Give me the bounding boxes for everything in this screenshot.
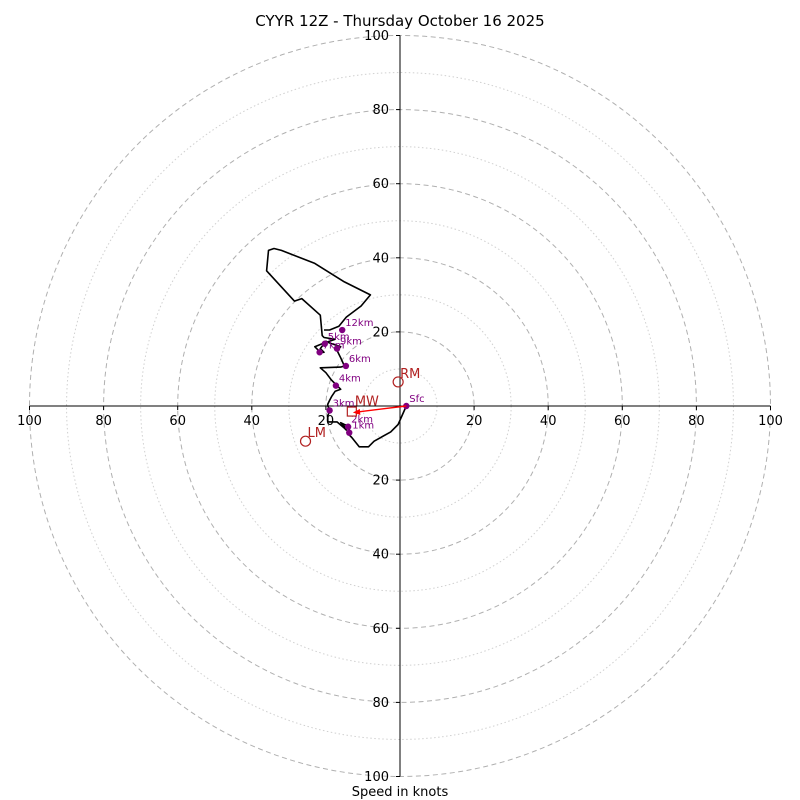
y-tick-label: 80 [372,696,389,711]
height-label-1km: 1km [352,421,374,432]
x-tick-label: 20 [466,414,483,429]
y-tick-labels: 100 80 60 40 20 20 40 60 80 100 [364,29,400,785]
mean-wind-arrow [356,405,407,413]
storm-motion-label-rm: RM [400,367,420,382]
height-marker-1km [346,429,353,436]
height-marker-12km [339,326,346,334]
storm-motion-lm [299,435,312,447]
height-label-9km: 9km [340,337,362,348]
height-label-7km: 7km [323,340,345,351]
x-axis-label: Speed in knots [352,785,449,800]
height-marker-3km [326,407,333,414]
x-tick-label: 100 [17,414,42,429]
y-tick-label: 40 [372,251,389,266]
height-label-2km: 2km [351,415,373,426]
x-tick-label: 20 [318,414,335,429]
x-tick-label: 80 [95,414,112,429]
mean-wind-label: MW [355,395,379,410]
height-marker-2km [344,423,352,430]
storm-motion-rm [392,376,404,388]
x-tick-label: 60 [169,414,186,429]
x-tick-labels: 100 80 60 40 20 20 40 60 80 100 [17,406,783,429]
y-tick-label: 20 [372,474,389,489]
mean-wind-arrowhead [352,409,361,416]
wind-profile [265,247,408,448]
height-label-sfc: Sfc [409,394,424,405]
y-tick-label: 60 [372,622,389,637]
y-tick-label: 100 [364,29,389,44]
axes [29,35,771,777]
y-tick-label: 100 [364,770,389,785]
y-tick-label: 80 [372,103,389,118]
height-marker-4km [332,382,340,389]
chart-title: CYYR 12Z - Thursday October 16 2025 [255,12,544,30]
height-label-6km: 6km [349,354,371,365]
x-tick-label: 80 [688,414,705,429]
height-label-12km: 12km [345,318,373,329]
storm-motions: RM LM MW [299,367,420,447]
x-tick-label: 100 [758,414,783,429]
y-tick-label: 20 [372,325,389,340]
height-marker-9km [333,345,341,352]
storm-motion-label-lm: LM [308,426,326,441]
height-label-5km: 5km [328,332,350,343]
hodograph-trace [265,247,408,448]
height-marker-6km [342,362,350,370]
x-tick-label: 40 [244,414,261,429]
y-tick-label: 40 [372,548,389,563]
x-tick-label: 60 [614,414,631,429]
height-marker-5km [321,340,328,347]
y-tick-label: 60 [372,177,389,192]
height-marker-7km [316,349,323,356]
x-tick-label: 40 [540,414,557,429]
height-label-3km: 3km [333,398,355,409]
height-label-4km: 4km [339,374,361,385]
